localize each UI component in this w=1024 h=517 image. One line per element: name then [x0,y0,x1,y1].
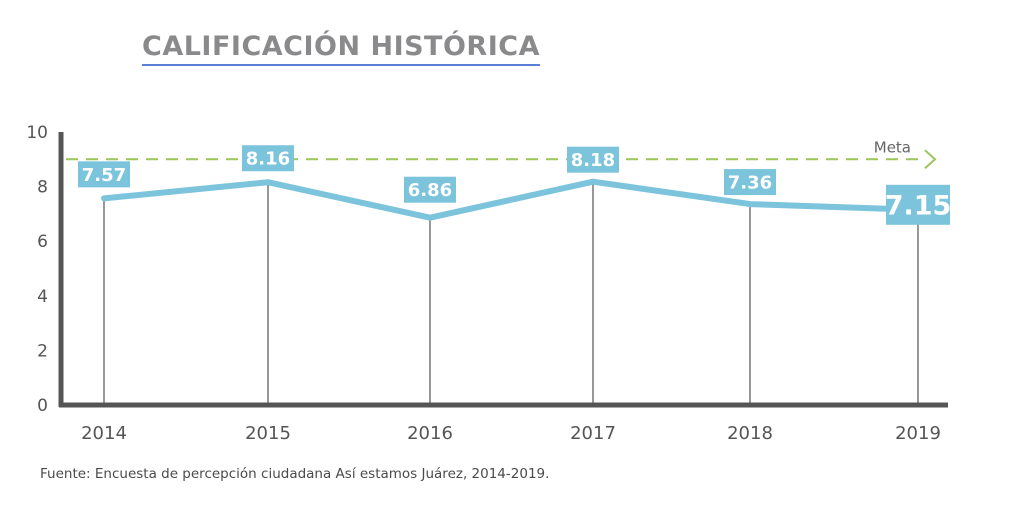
meta-label: Meta [874,138,911,156]
data-label-2015: 8.16 [246,149,290,170]
data-label-2016: 6.86 [408,180,452,201]
data-label-2014: 7.57 [82,165,126,186]
x-tick-label-2019: 2019 [895,423,941,444]
data-label-bg-2015 [242,145,294,172]
y-tick-label-10: 10 [26,123,48,143]
y-tick-label-0: 0 [37,396,48,416]
data-label-bg-2017 [567,146,619,173]
source-note: Fuente: Encuesta de percepción ciudadana… [40,466,550,482]
y-axis-ticks: 0 2 4 6 8 10 [26,123,48,416]
x-tick-label-2017: 2017 [570,423,616,444]
chart-title: CALIFICACIÓN HISTÓRICA [142,30,540,66]
series-polyline [101,178,921,221]
drop-lines [103,181,919,405]
axes [58,132,948,408]
meta-arrow [924,149,937,170]
data-label-2018: 7.36 [728,173,772,194]
data-label-bg-2014 [78,161,130,188]
y-tick-label-8: 8 [37,178,48,198]
y-tick-label-4: 4 [37,287,48,307]
data-label-bg-2016 [404,176,456,203]
x-axis-ticks: 2014 2015 2016 2017 2018 2019 [81,423,941,444]
data-label-2017: 8.18 [571,150,615,171]
y-tick-label-6: 6 [37,232,48,252]
meta-reference: Meta [66,138,937,170]
y-tick-label-2: 2 [37,341,48,361]
x-tick-label-2016: 2016 [407,423,453,444]
x-tick-label-2014: 2014 [81,423,127,444]
x-tick-label-2015: 2015 [245,423,291,444]
data-label-bg-2018 [724,169,776,196]
x-tick-label-2018: 2018 [727,423,773,444]
data-label-bg-2019 [886,184,950,225]
data-label-2019: 7.15 [885,191,952,222]
series-line [101,178,921,221]
data-labels: 7.57 8.16 6.86 8.18 7.36 7.15 [78,145,951,225]
